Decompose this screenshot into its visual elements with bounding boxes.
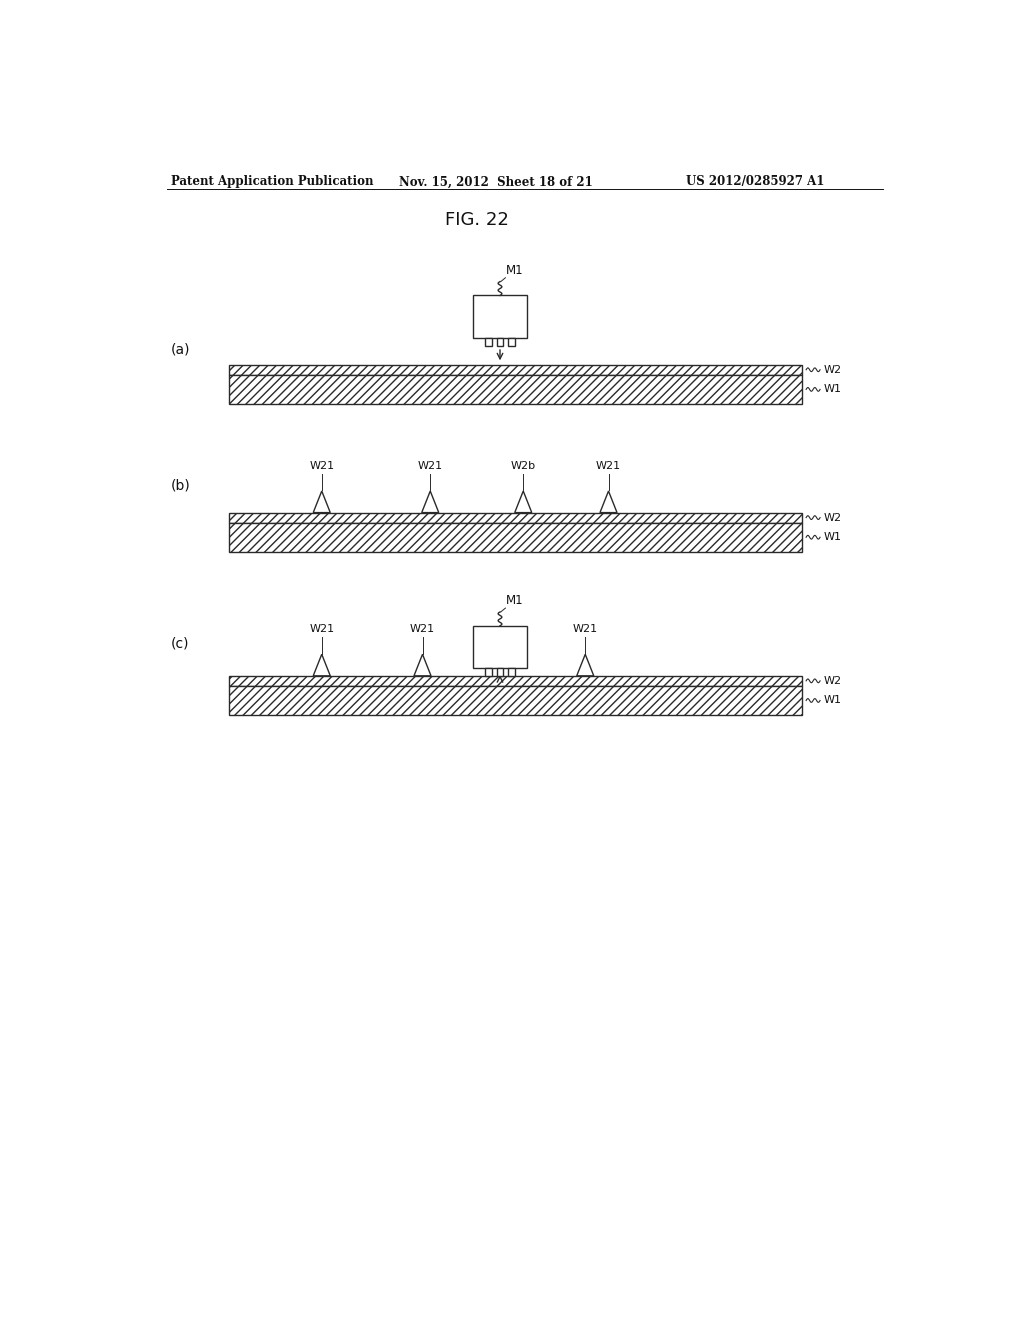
Text: (c): (c) (171, 636, 189, 651)
Text: W2: W2 (823, 676, 842, 686)
Bar (228, 512, 802, 523)
Text: W1: W1 (823, 696, 841, 705)
Text: W21: W21 (572, 624, 598, 635)
Text: Nov. 15, 2012  Sheet 18 of 21: Nov. 15, 2012 Sheet 18 of 21 (399, 176, 593, 189)
Text: W21: W21 (410, 624, 435, 635)
Text: Patent Application Publication: Patent Application Publication (171, 176, 373, 189)
Bar (497, 668, 504, 676)
Bar (473, 626, 527, 668)
Bar (497, 338, 504, 346)
Text: W21: W21 (309, 624, 334, 635)
Bar (485, 338, 493, 346)
Bar (508, 668, 515, 676)
Text: US 2012/0285927 A1: US 2012/0285927 A1 (686, 176, 824, 189)
Text: (a): (a) (171, 342, 190, 356)
Bar (228, 523, 802, 552)
Bar (508, 338, 515, 346)
Text: W2: W2 (823, 364, 842, 375)
Text: W1: W1 (823, 384, 841, 395)
Text: W21: W21 (418, 461, 442, 471)
Bar (485, 668, 493, 676)
Text: W2: W2 (823, 512, 842, 523)
Bar (473, 296, 527, 338)
Text: M1: M1 (506, 594, 524, 607)
Text: W1: W1 (823, 532, 841, 543)
Bar (228, 686, 802, 715)
Text: M1: M1 (506, 264, 524, 277)
Text: FIG. 22: FIG. 22 (444, 211, 509, 228)
Text: W21: W21 (309, 461, 334, 471)
Text: (b): (b) (171, 479, 190, 492)
Bar (228, 375, 802, 404)
Bar (228, 364, 802, 375)
Text: W2b: W2b (511, 461, 536, 471)
Bar (228, 676, 802, 686)
Text: W21: W21 (596, 461, 622, 471)
